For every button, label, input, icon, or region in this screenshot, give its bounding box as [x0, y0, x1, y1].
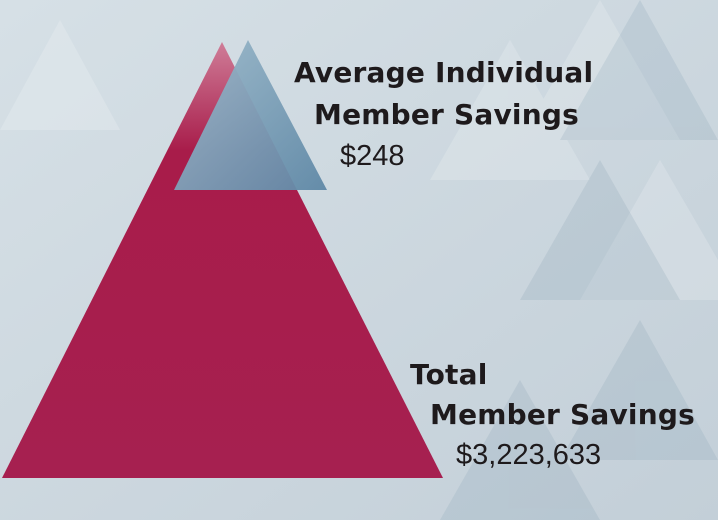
average-title-line1: Average Individual: [294, 56, 594, 89]
total-savings-triangle: [2, 42, 443, 478]
average-savings-triangle: [174, 40, 327, 190]
total-title-line1: Total: [410, 358, 488, 391]
total-value: $3,223,633: [456, 439, 602, 471]
average-title-line2: Member Savings: [314, 98, 579, 131]
total-title-line2: Member Savings: [430, 398, 695, 431]
average-value: $248: [340, 140, 405, 172]
